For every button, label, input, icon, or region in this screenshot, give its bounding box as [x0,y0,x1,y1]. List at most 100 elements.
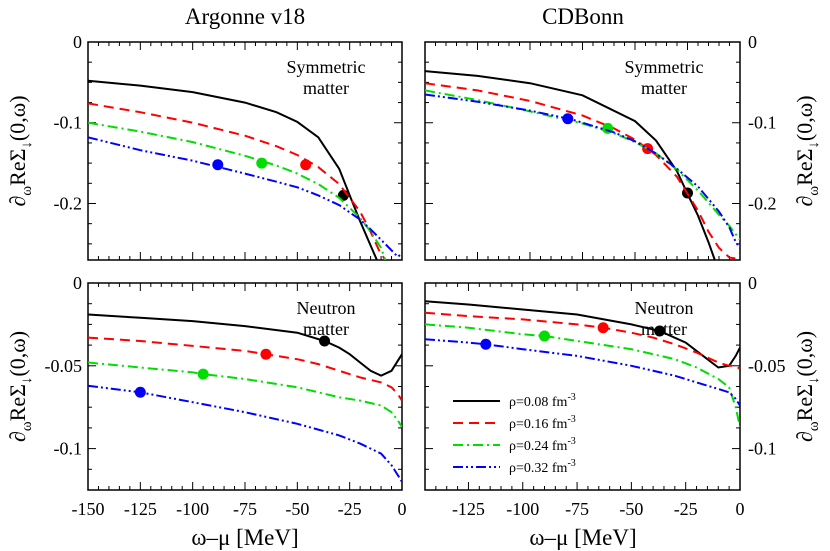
y-axis-label-right: ∂ωReΣ↓(0,ω) [792,331,822,442]
x-tick-label: -50 [619,499,643,519]
series-marker-4 [212,159,224,171]
series-marker-2 [260,348,272,360]
series-line-3 [425,89,740,241]
y-tick-label: -0.1 [54,113,83,133]
series-line-1 [425,70,716,260]
x-tick-label: 0 [398,499,407,519]
ylabel-re-sigma: ReΣ [792,384,817,421]
legend-label-main: ρ=0.08 fm [509,395,568,410]
series-line-4 [88,384,402,483]
series-marker-4 [134,386,146,398]
y-tick-label: -0.05 [748,356,786,376]
series-line-4 [88,136,402,259]
legend-label-4: ρ=0.32 fm-3 [509,458,576,476]
series-line-2 [425,82,740,260]
series-line-2 [425,311,740,370]
series-line-4 [425,93,740,249]
y-tick-label: -0.2 [748,193,777,213]
series-marker-1 [319,335,331,347]
ylabel-re-sigma: ReΣ [5,384,30,421]
panel-annotation-line1: Neutron [635,298,694,318]
legend-label-main: ρ=0.16 fm [509,417,568,432]
series-line-4 [425,338,740,407]
series-marker-3 [256,157,268,169]
panel-annotation-line1: Symmetric [287,57,366,77]
ylabel-subscript-omega: ω [19,186,35,196]
series-marker-4 [562,113,574,125]
x-tick-label: 0 [736,499,745,519]
series-line-1 [425,300,740,369]
series-marker-4 [480,338,492,350]
legend-label-exponent: -3 [567,392,575,403]
ylabel-partial: ∂ [792,196,817,207]
ylabel-re-sigma: ReΣ [792,149,817,186]
x-tick-label: -25 [674,499,698,519]
series-group [88,79,402,260]
x-axis-label-right: ω–μ [MeV] [529,525,636,550]
ylabel-args: (0,ω) [792,331,817,377]
panel-annotation-line2: matter [641,78,687,98]
series-line-1 [88,313,402,377]
series-marker-3 [197,368,209,380]
ylabel-partial: ∂ [5,196,30,207]
y-tick-label: -0.05 [45,356,83,376]
legend-label-2: ρ=0.16 fm-3 [509,414,576,432]
y-tick-label: 0 [748,273,757,293]
series-marker-2 [597,322,609,334]
y-axis-label-right-text: ∂ωReΣ↓(0,ω) [792,95,822,206]
series-line-2 [88,336,402,402]
y-tick-label: -0.1 [748,113,777,133]
column-title-argonne: Argonne v18 [185,4,305,29]
legend-label-exponent: -3 [567,458,575,469]
series-marker-1 [654,325,666,337]
ylabel-subscript-omega: ω [806,186,822,196]
series-group [425,300,740,428]
legend-label-1: ρ=0.08 fm-3 [509,392,576,410]
panel-av18-neu: -150 -125 -100 -75 -50 -25 0 0 -0.05 -0.1 Neutronm… [5,273,407,519]
y-axis-label-left: ∂ωReΣ↓(0,ω) [5,95,35,206]
y-tick-label: -0.2 [54,193,83,213]
x-tick-label: -150 [72,499,105,519]
y-axis-label-left: ∂ωReΣ↓(0,ω) [5,331,35,442]
y-axis-label-right-text: ∂ωReΣ↓(0,ω) [792,331,822,442]
x-tick-label: -25 [338,499,362,519]
legend-label-main: ρ=0.32 fm [509,461,568,476]
y-tick-label: -0.1 [748,439,777,459]
y-tick-label: -0.1 [54,439,83,459]
panels: 0-0.1-0.2Symmetricmatter∂ωReΣ↓(0,ω)0-0.1… [5,32,822,519]
legend-label-exponent: -3 [567,414,575,425]
panel-annotation-line2: matter [303,319,349,339]
ylabel-args: (0,ω) [792,95,817,141]
series-line-1 [88,79,378,260]
ylabel-partial: ∂ [792,431,817,442]
legend: ρ=0.08 fm-3ρ=0.16 fm-3ρ=0.24 fm-3ρ=0.32 … [453,392,576,476]
ylabel-args: (0,ω) [5,95,30,141]
series-line-2 [88,102,387,260]
legend-label-exponent: -3 [567,436,575,447]
x-tick-label: -50 [285,499,309,519]
ylabel-subscript-arrow: ↓ [19,377,35,385]
series-line-3 [88,121,387,260]
x-axis-label-left: ω–μ [MeV] [191,525,298,550]
ylabel-subscript-omega: ω [806,421,822,431]
legend-label-3: ρ=0.24 fm-3 [509,436,576,454]
column-title-cdbonn: CDBonn [542,4,624,29]
x-tick-label: -125 [124,499,157,519]
y-tick-label: 0 [73,32,82,52]
series-line-3 [88,361,402,428]
x-tick-label: -75 [565,499,589,519]
panel-cdbonn-neu: -125 -100 -75 -50 -25 0 0 -0.05 -0.1 Neutronmatte… [424,273,822,519]
ylabel-partial: ∂ [5,431,30,442]
ylabel-re-sigma: ReΣ [5,149,30,186]
ylabel-subscript-omega: ω [19,421,35,431]
series-marker-3 [538,330,550,342]
x-tick-label: -100 [176,499,209,519]
legend-label-main: ρ=0.24 fm [509,439,568,454]
x-tick-label: -125 [452,499,485,519]
y-tick-label: 0 [748,32,757,52]
series-line-3 [425,323,740,428]
ylabel-args: (0,ω) [5,331,30,377]
